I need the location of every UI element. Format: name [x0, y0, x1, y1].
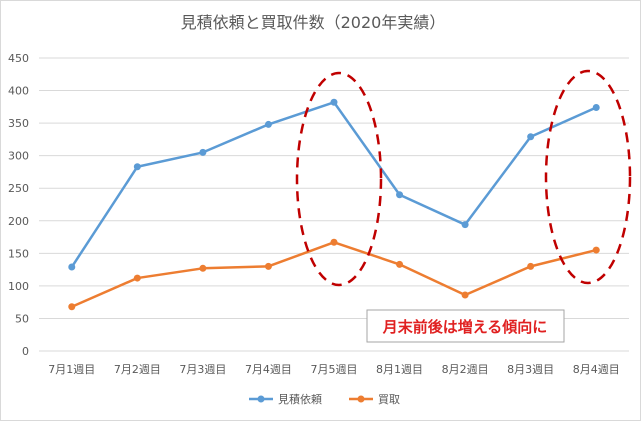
y-tick-label: 50 [15, 312, 29, 325]
data-point [330, 238, 338, 246]
data-series [68, 98, 600, 311]
legend-marker [257, 395, 265, 403]
y-tick-label: 400 [8, 85, 29, 98]
y-tick-label: 250 [8, 182, 29, 195]
data-point [527, 133, 535, 141]
chart-title: 見積依頼と買取件数（2020年実績） [181, 13, 446, 32]
legend-item: 見積依頼 [249, 392, 322, 406]
y-tick-label: 450 [8, 52, 29, 65]
data-point [199, 264, 207, 272]
annotation-box-border [366, 309, 565, 343]
y-tick-label: 350 [8, 117, 29, 130]
highlight-ellipse [295, 71, 383, 287]
series-line [71, 241, 597, 308]
legend-label: 見積依頼 [278, 392, 322, 406]
data-point [133, 163, 141, 171]
y-tick-label: 100 [8, 280, 29, 293]
data-point [592, 246, 600, 254]
legend-label: 買取 [378, 393, 400, 406]
series-2 [68, 238, 600, 311]
y-tick-label: 200 [8, 215, 29, 228]
x-tick-label: 8月4週目 [573, 363, 620, 376]
y-tick-label: 300 [8, 150, 29, 163]
data-point [264, 262, 272, 270]
data-point [461, 291, 469, 299]
data-point [199, 148, 207, 156]
x-tick-label: 7月3週目 [179, 363, 226, 376]
annotation-text: 月末前後は増える傾向に [382, 318, 548, 336]
legend: 見積依頼 買取 [249, 392, 400, 406]
data-point [68, 303, 76, 311]
x-tick-label: 7月5週目 [311, 363, 358, 376]
data-point [396, 191, 404, 199]
data-point [133, 274, 141, 282]
y-axis-ticks: 0 50 100 150 200 250 300 350 400 450 [8, 52, 29, 358]
highlight-ellipse [544, 69, 632, 285]
x-tick-label: 8月1週目 [376, 363, 423, 376]
x-tick-label: 7月1週目 [48, 363, 95, 376]
data-point [330, 98, 338, 106]
data-point [396, 260, 404, 268]
gridlines [39, 57, 629, 352]
series-1 [68, 98, 600, 271]
y-tick-label: 150 [8, 247, 29, 260]
y-tick-label: 0 [22, 345, 29, 358]
legend-marker [357, 395, 365, 403]
x-axis-ticks: 7月1週目 7月2週目 7月3週目 7月4週目 7月5週目 8月1週目 8月2週目 8月3週目… [48, 363, 619, 376]
highlight-ellipses [295, 69, 632, 287]
x-tick-label: 7月4週目 [245, 363, 292, 376]
x-tick-label: 8月2週目 [442, 363, 489, 376]
x-tick-label: 8月3週目 [507, 363, 554, 376]
data-point [592, 103, 600, 111]
x-tick-label: 7月2週目 [114, 363, 161, 376]
data-point [264, 120, 272, 128]
data-point [527, 262, 535, 270]
annotation-box: 月末前後は増える傾向に [366, 309, 565, 343]
data-point [68, 263, 76, 271]
legend-item: 買取 [349, 393, 400, 406]
data-point [461, 221, 469, 229]
